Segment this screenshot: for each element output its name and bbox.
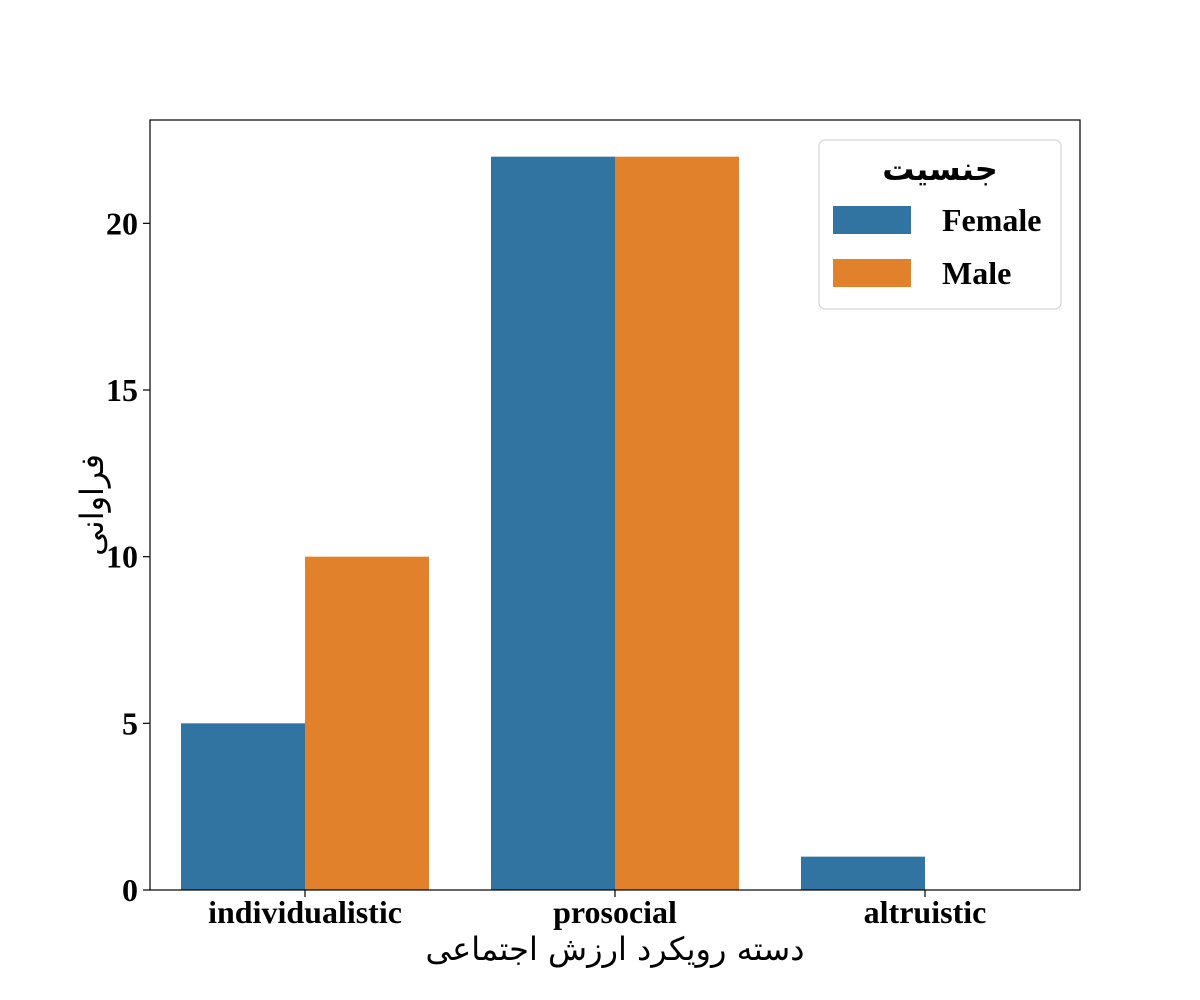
bar-female-prosocial [491, 156, 615, 890]
legend-label-female: Female [942, 202, 1042, 238]
legend-swatch-male [833, 259, 911, 287]
y-tick-label: 15 [106, 372, 138, 408]
bar-male-individualistic [305, 556, 429, 890]
y-axis: 0 5 10 15 20 [106, 205, 150, 908]
y-tick-label: 10 [106, 539, 138, 575]
legend: جنسیت Female Male [818, 139, 1062, 310]
legend-items: Female Male [833, 202, 1042, 291]
x-tick-label-altruistic: altruistic [864, 894, 987, 930]
legend-label-male: Male [942, 255, 1011, 291]
legend-swatch-female [833, 206, 911, 234]
x-axis-label: دسته رویکرد ارزش اجتماعی [426, 930, 805, 968]
y-tick-label: 5 [122, 705, 138, 741]
y-tick-label: 20 [106, 205, 138, 241]
bar-female-individualistic [181, 723, 305, 890]
x-axis: individualistic prosocial altruistic [208, 890, 986, 930]
x-tick-label-individualistic: individualistic [208, 894, 402, 930]
legend-title: جنسیت [882, 150, 998, 188]
y-axis-label: فراوانی [73, 454, 111, 556]
bar-male-prosocial [615, 156, 739, 890]
y-tick-label: 0 [122, 872, 138, 908]
bar-female-altruistic [801, 856, 925, 890]
bars-group [181, 156, 925, 890]
x-tick-label-prosocial: prosocial [553, 894, 677, 930]
